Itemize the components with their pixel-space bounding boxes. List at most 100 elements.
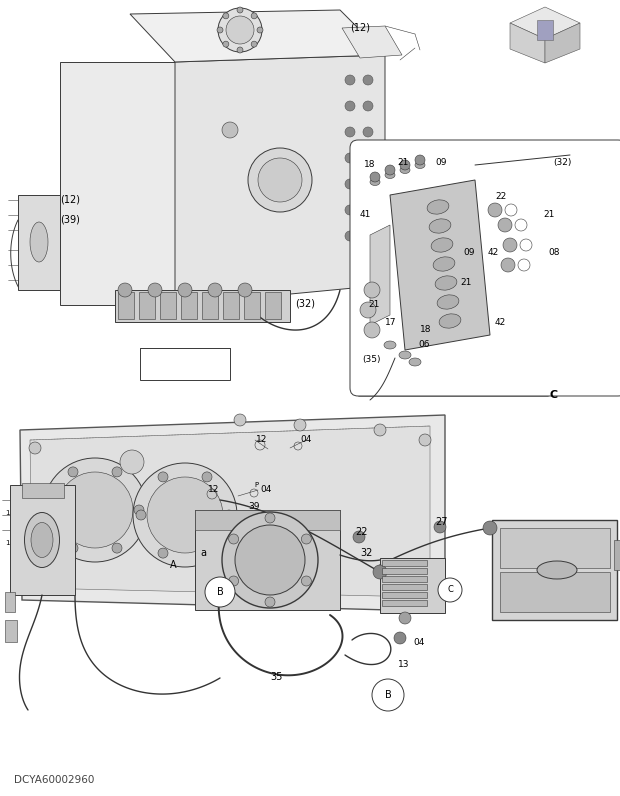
Bar <box>140 348 230 380</box>
Text: (12): (12) <box>60 195 80 205</box>
Text: 1: 1 <box>5 540 9 546</box>
Circle shape <box>208 283 222 297</box>
Circle shape <box>419 434 431 446</box>
Polygon shape <box>30 426 430 596</box>
Circle shape <box>438 578 462 602</box>
Ellipse shape <box>409 358 421 366</box>
Text: 1: 1 <box>5 510 9 516</box>
Text: 21: 21 <box>397 158 409 167</box>
Circle shape <box>364 322 380 338</box>
Polygon shape <box>60 62 175 305</box>
Bar <box>382 584 427 590</box>
Polygon shape <box>342 26 402 58</box>
Circle shape <box>222 512 318 608</box>
Bar <box>223 292 239 319</box>
Ellipse shape <box>370 178 380 185</box>
Circle shape <box>345 205 355 215</box>
Ellipse shape <box>437 295 459 309</box>
Bar <box>5 620 17 642</box>
Ellipse shape <box>25 513 60 568</box>
Bar <box>380 558 445 613</box>
Ellipse shape <box>399 351 411 359</box>
Text: (35): (35) <box>362 355 381 364</box>
Text: (32): (32) <box>295 298 315 308</box>
Circle shape <box>345 127 355 137</box>
Circle shape <box>237 47 243 53</box>
FancyBboxPatch shape <box>350 140 620 396</box>
Text: C: C <box>447 586 453 595</box>
Circle shape <box>363 205 373 215</box>
Circle shape <box>112 467 122 477</box>
Bar <box>492 520 617 620</box>
Text: B: B <box>384 690 391 700</box>
Text: 39: 39 <box>248 502 260 511</box>
Circle shape <box>68 467 78 477</box>
Circle shape <box>251 41 257 47</box>
Text: B: B <box>216 587 223 597</box>
Text: 04: 04 <box>300 435 311 444</box>
Circle shape <box>294 419 306 431</box>
Circle shape <box>345 153 355 163</box>
Bar <box>537 20 553 40</box>
Circle shape <box>222 122 238 138</box>
Text: 06: 06 <box>418 340 430 349</box>
Text: A: A <box>170 560 177 570</box>
Circle shape <box>134 505 144 515</box>
Bar <box>500 572 610 612</box>
Text: 32: 32 <box>360 548 373 558</box>
Text: 17: 17 <box>385 318 397 327</box>
Text: DCYA60002960: DCYA60002960 <box>14 775 94 785</box>
Text: 41: 41 <box>360 210 371 219</box>
Circle shape <box>498 218 512 232</box>
Ellipse shape <box>30 222 48 262</box>
Circle shape <box>112 543 122 553</box>
Circle shape <box>205 577 235 607</box>
Circle shape <box>234 414 246 426</box>
Circle shape <box>158 472 168 482</box>
Text: 12: 12 <box>256 435 267 444</box>
Circle shape <box>235 525 305 595</box>
Circle shape <box>178 283 192 297</box>
Text: 12: 12 <box>208 485 219 494</box>
Circle shape <box>46 505 56 515</box>
Circle shape <box>147 477 223 553</box>
Circle shape <box>363 179 373 189</box>
Circle shape <box>345 75 355 85</box>
Circle shape <box>363 75 373 85</box>
Ellipse shape <box>537 561 577 579</box>
Text: 21: 21 <box>543 210 554 219</box>
Polygon shape <box>20 415 445 610</box>
Circle shape <box>120 450 144 474</box>
Text: VIEW: VIEW <box>147 367 165 373</box>
Polygon shape <box>390 180 490 350</box>
Circle shape <box>363 101 373 111</box>
Circle shape <box>501 258 515 272</box>
Bar <box>195 510 340 530</box>
Ellipse shape <box>433 257 455 271</box>
Ellipse shape <box>385 171 395 178</box>
Circle shape <box>224 510 234 520</box>
Circle shape <box>360 302 376 318</box>
Text: 42: 42 <box>488 248 499 257</box>
Ellipse shape <box>435 276 457 291</box>
Circle shape <box>68 543 78 553</box>
Text: 09: 09 <box>435 158 446 167</box>
Text: (39): (39) <box>60 215 80 225</box>
Ellipse shape <box>439 314 461 328</box>
Ellipse shape <box>415 162 425 169</box>
Polygon shape <box>175 55 385 305</box>
Bar <box>22 483 64 498</box>
Circle shape <box>229 534 239 544</box>
Ellipse shape <box>427 200 449 214</box>
Text: a: a <box>200 548 206 558</box>
Bar <box>139 292 155 319</box>
Circle shape <box>251 13 257 19</box>
Circle shape <box>301 534 311 544</box>
Circle shape <box>483 521 497 535</box>
Circle shape <box>226 16 254 44</box>
Bar <box>10 485 75 595</box>
Circle shape <box>223 13 229 19</box>
Text: 42: 42 <box>495 318 507 327</box>
Text: (12): (12) <box>350 22 370 32</box>
Text: 21: 21 <box>368 300 379 309</box>
